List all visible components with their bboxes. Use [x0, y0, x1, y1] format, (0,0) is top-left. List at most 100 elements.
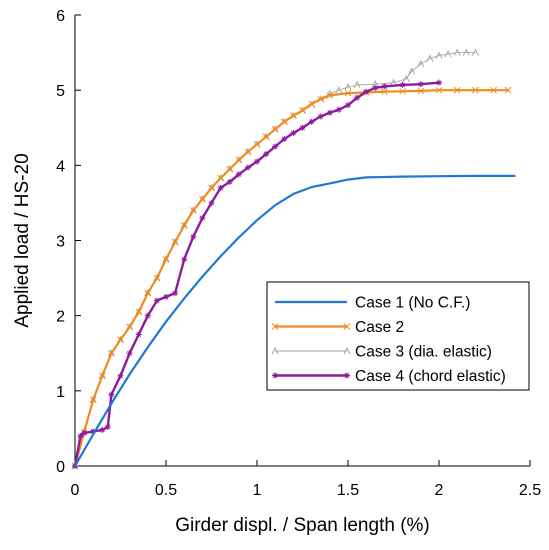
series-marker: [363, 89, 369, 95]
series-marker: [400, 82, 406, 88]
series-marker: [118, 373, 123, 379]
series-marker: [390, 78, 397, 86]
series-4: [72, 79, 442, 469]
series-marker: [226, 165, 234, 173]
series-marker: [217, 174, 224, 182]
series-marker: [236, 171, 242, 177]
series-marker: [271, 346, 279, 355]
x-tick-label: 2.5: [519, 482, 541, 499]
series-marker: [262, 133, 270, 141]
series-marker: [453, 86, 461, 94]
series-marker: [344, 89, 352, 97]
series-marker: [471, 48, 479, 56]
y-tick-label: 5: [56, 83, 65, 100]
series-marker: [162, 255, 170, 263]
series-marker: [344, 83, 352, 91]
series-marker: [290, 112, 297, 120]
series-marker: [153, 274, 161, 282]
series-marker: [235, 156, 243, 164]
series-marker: [172, 290, 178, 296]
series-marker: [189, 207, 197, 214]
legend-entry: Case 1 (No C.F.): [275, 295, 470, 312]
y-axis-label: Applied load / HS-20: [12, 153, 33, 327]
series-marker: [372, 85, 378, 91]
series-marker: [308, 100, 315, 108]
series-marker: [399, 87, 406, 95]
series-line: [74, 52, 476, 467]
series-marker: [436, 80, 442, 86]
series-marker: [280, 118, 288, 126]
series-marker: [253, 140, 261, 148]
series-line: [74, 174, 516, 467]
y-tick-label: 0: [56, 459, 65, 476]
series-marker: [272, 144, 278, 149]
legend-label: Case 2: [355, 319, 404, 336]
series-marker: [144, 288, 152, 297]
series-marker: [345, 102, 351, 108]
series-marker: [244, 148, 252, 156]
series-marker: [271, 323, 279, 330]
series-marker: [435, 51, 443, 59]
series-marker: [317, 95, 325, 103]
series-marker: [504, 86, 512, 94]
series-marker: [354, 95, 360, 101]
series-marker: [353, 80, 361, 89]
series-marker: [136, 332, 142, 337]
series-marker: [335, 86, 343, 94]
series-marker: [272, 373, 278, 378]
series-line: [73, 81, 440, 467]
series-marker: [327, 110, 333, 116]
x-axis-label: Girder displ. / Span length (%): [175, 515, 430, 536]
series-marker: [126, 323, 133, 331]
series-marker: [105, 424, 111, 430]
series-marker: [472, 86, 479, 94]
series-marker: [135, 307, 143, 316]
series-marker: [108, 392, 114, 398]
y-tick-label: 4: [56, 158, 65, 175]
series-marker: [371, 80, 379, 88]
x-tick-label: 1.5: [337, 482, 359, 499]
series-marker: [290, 130, 296, 136]
series-line: [73, 89, 509, 467]
series-marker: [218, 185, 224, 191]
series-marker: [171, 238, 179, 246]
series-marker: [381, 83, 387, 89]
series-3: [71, 48, 479, 470]
series-marker: [300, 125, 305, 131]
series-marker: [199, 195, 206, 203]
series-marker: [309, 119, 315, 125]
series-marker: [189, 206, 197, 214]
series-marker: [145, 313, 151, 319]
series-2: [71, 86, 512, 470]
series-marker: [180, 221, 188, 229]
series-marker: [98, 372, 106, 380]
series-marker: [144, 289, 152, 297]
series-marker: [117, 336, 124, 344]
series-marker: [426, 54, 434, 62]
axes: 0 1 2 3 4 5 6 0 0.5 1 1.5 2 2.5: [56, 8, 541, 499]
series-marker: [154, 298, 160, 304]
series-marker: [444, 49, 452, 58]
series-marker: [181, 256, 187, 262]
legend-label: Case 3 (dia. elastic): [355, 344, 492, 361]
x-tick-label: 0: [71, 482, 80, 499]
series-marker: [209, 200, 214, 206]
y-tick-label: 1: [56, 384, 65, 401]
series-marker: [435, 86, 443, 94]
series-marker: [417, 87, 425, 95]
series-marker: [343, 346, 351, 355]
x-tick-label: 1: [253, 482, 262, 499]
legend-entry: Case 2: [271, 319, 404, 336]
legend: Case 1 (No C.F.) Case 2 Case 3 (dia. elast…: [266, 281, 530, 391]
series-marker: [417, 59, 425, 68]
legend-box: [266, 281, 530, 391]
series-marker: [153, 273, 161, 282]
series-marker: [171, 237, 179, 246]
series-marker: [281, 136, 287, 142]
series-marker: [402, 74, 410, 83]
series-marker: [163, 294, 169, 300]
series-marker: [99, 427, 105, 433]
series-marker: [408, 67, 416, 75]
series-marker: [107, 349, 115, 357]
